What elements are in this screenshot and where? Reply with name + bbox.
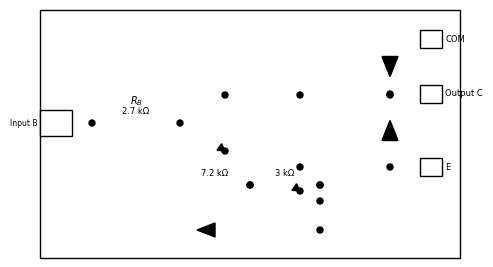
Text: Output C: Output C: [445, 89, 483, 99]
Circle shape: [222, 92, 228, 98]
Circle shape: [177, 120, 183, 126]
Polygon shape: [292, 184, 300, 191]
Circle shape: [297, 92, 303, 98]
Circle shape: [387, 91, 393, 97]
Polygon shape: [217, 144, 225, 151]
Text: $R_B$: $R_B$: [130, 94, 142, 108]
Bar: [40, 10, 460, 258]
Circle shape: [297, 188, 303, 194]
Text: 2.7 kΩ: 2.7 kΩ: [122, 107, 149, 116]
Circle shape: [387, 164, 393, 170]
Circle shape: [317, 198, 323, 204]
Circle shape: [89, 120, 95, 126]
Polygon shape: [382, 120, 398, 140]
Circle shape: [387, 92, 393, 98]
Circle shape: [317, 227, 323, 233]
Circle shape: [247, 182, 253, 188]
Text: E: E: [445, 163, 450, 171]
Circle shape: [297, 164, 303, 170]
Text: COM: COM: [445, 34, 465, 44]
Bar: [420, 158, 442, 176]
Circle shape: [317, 182, 323, 188]
Bar: [420, 85, 442, 103]
Bar: [40, 110, 72, 136]
Text: Input B: Input B: [10, 119, 38, 128]
Polygon shape: [197, 223, 215, 237]
Circle shape: [222, 148, 228, 154]
Polygon shape: [382, 57, 398, 77]
Bar: [420, 30, 442, 48]
Text: 3 kΩ: 3 kΩ: [276, 168, 295, 178]
Circle shape: [317, 182, 323, 188]
Circle shape: [247, 182, 253, 188]
Text: 7.2 kΩ: 7.2 kΩ: [202, 168, 229, 178]
